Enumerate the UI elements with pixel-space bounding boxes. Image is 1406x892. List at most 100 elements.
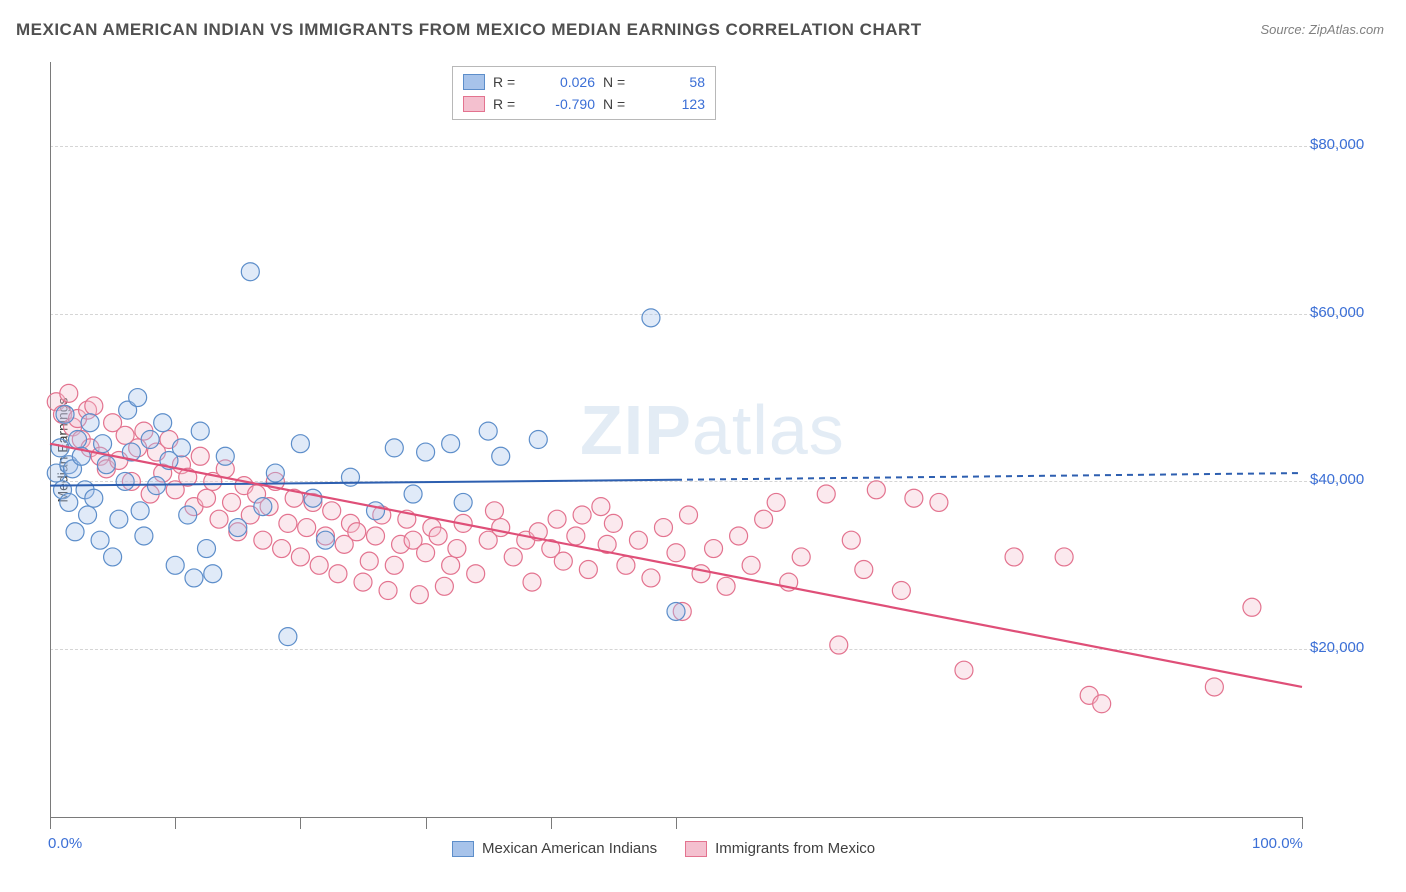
point-pink [554, 552, 572, 570]
point-pink [379, 582, 397, 600]
point-pink [323, 502, 341, 520]
point-blue [529, 431, 547, 449]
point-pink [1205, 678, 1223, 696]
point-blue [179, 506, 197, 524]
point-pink [579, 561, 597, 579]
legend-swatch-pink [463, 96, 485, 112]
x-tick [50, 817, 51, 829]
regression-line [676, 473, 1302, 480]
n-value-pink: 123 [645, 96, 705, 112]
y-tick-label: $60,000 [1310, 304, 1364, 321]
x-tick [426, 817, 427, 829]
chart-title: MEXICAN AMERICAN INDIAN VS IMMIGRANTS FR… [16, 20, 922, 40]
point-blue [60, 493, 78, 511]
point-blue [69, 431, 87, 449]
point-pink [360, 552, 378, 570]
point-pink [604, 514, 622, 532]
point-blue [479, 422, 497, 440]
point-pink [592, 498, 610, 516]
point-blue [97, 456, 115, 474]
point-blue [417, 443, 435, 461]
point-pink [717, 577, 735, 595]
point-pink [767, 493, 785, 511]
point-blue [154, 414, 172, 432]
point-pink [667, 544, 685, 562]
point-pink [567, 527, 585, 545]
r-value-blue: 0.026 [535, 74, 595, 90]
point-pink [448, 540, 466, 558]
legend-row-pink: R = -0.790 N = 123 [463, 93, 705, 115]
point-pink [705, 540, 723, 558]
point-pink [291, 548, 309, 566]
point-pink [410, 586, 428, 604]
point-pink [85, 397, 103, 415]
point-blue [279, 628, 297, 646]
series-label-blue: Mexican American Indians [482, 840, 657, 857]
point-pink [842, 531, 860, 549]
point-blue [104, 548, 122, 566]
point-blue [185, 569, 203, 587]
x-tick-label-left: 0.0% [48, 835, 82, 852]
point-blue [94, 435, 112, 453]
legend-swatch-blue [463, 74, 485, 90]
point-pink [329, 565, 347, 583]
point-pink [855, 561, 873, 579]
point-pink [354, 573, 372, 591]
y-tick-label: $20,000 [1310, 639, 1364, 656]
point-blue [81, 414, 99, 432]
point-pink [298, 519, 316, 537]
point-pink [417, 544, 435, 562]
point-pink [492, 519, 510, 537]
point-pink [692, 565, 710, 583]
point-pink [198, 489, 216, 507]
point-blue [116, 472, 134, 490]
n-label: N = [603, 96, 637, 112]
point-pink [642, 569, 660, 587]
point-blue [166, 556, 184, 574]
point-pink [191, 447, 209, 465]
point-blue [316, 531, 334, 549]
source-label: Source: ZipAtlas.com [1260, 22, 1384, 37]
x-tick-label-right: 100.0% [1252, 835, 1303, 852]
point-pink [1005, 548, 1023, 566]
point-pink [730, 527, 748, 545]
point-pink [467, 565, 485, 583]
point-pink [930, 493, 948, 511]
point-pink [435, 577, 453, 595]
point-pink [385, 556, 403, 574]
correlation-legend: R = 0.026 N = 58 R = -0.790 N = 123 [452, 66, 716, 120]
x-tick [676, 817, 677, 829]
r-label: R = [493, 96, 527, 112]
point-pink [573, 506, 591, 524]
plot-area: $20,000$40,000$60,000$80,0000.0%100.0% [50, 62, 1302, 817]
series-label-pink: Immigrants from Mexico [715, 840, 875, 857]
point-pink [60, 384, 78, 402]
point-blue [404, 485, 422, 503]
legend-swatch-blue [452, 841, 474, 857]
point-pink [442, 556, 460, 574]
point-pink [348, 523, 366, 541]
point-pink [223, 493, 241, 511]
point-blue [56, 405, 74, 423]
n-label: N = [603, 74, 637, 90]
point-pink [279, 514, 297, 532]
point-pink [429, 527, 447, 545]
point-blue [304, 489, 322, 507]
x-tick [300, 817, 301, 829]
point-blue [442, 435, 460, 453]
legend-swatch-pink [685, 841, 707, 857]
point-pink [1093, 695, 1111, 713]
point-blue [79, 506, 97, 524]
x-tick [551, 817, 552, 829]
point-pink [485, 502, 503, 520]
point-pink [755, 510, 773, 528]
point-pink [680, 506, 698, 524]
chart-svg [50, 62, 1302, 817]
point-blue [85, 489, 103, 507]
point-pink [367, 527, 385, 545]
point-pink [504, 548, 522, 566]
point-pink [548, 510, 566, 528]
point-blue [216, 447, 234, 465]
point-pink [955, 661, 973, 679]
point-blue [204, 565, 222, 583]
